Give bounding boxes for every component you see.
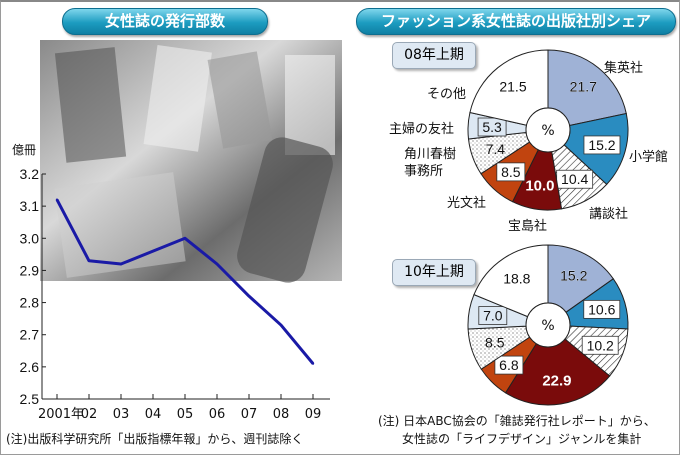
center-percent-label: % (541, 318, 554, 334)
x-tick-label: 04 (145, 407, 162, 422)
legend-other: その他 (427, 87, 467, 102)
line-chart-source-note: (注)出版科学研究所「出版指標年報」から、週刊誌除く (6, 432, 304, 446)
y-tick-label: 2.8 (20, 295, 40, 311)
value-label: 10.4 (561, 171, 588, 187)
pie-chart-08: 21.7 15.2 10.4 10.08.5 7.4 5.3 21.5% (467, 49, 629, 211)
x-tick-label: 2001年 (38, 407, 84, 422)
value-label: 10.0 (525, 177, 554, 194)
y-axis-unit: 億冊 (12, 143, 37, 157)
value-label: 10.2 (587, 337, 614, 353)
data-point (87, 259, 91, 262)
data-point (55, 198, 59, 201)
pie-charts-title: ファッション系女性誌の出版社別シェア (356, 8, 676, 35)
data-point (183, 237, 187, 240)
center-percent-label: % (541, 123, 554, 139)
legend-takarajimasha: 宝島社 (508, 219, 548, 234)
data-point (215, 262, 219, 266)
data-point (151, 249, 155, 253)
value-label: 18.8 (503, 270, 530, 286)
y-tick-label: 2.5 (20, 391, 40, 407)
value-label: 7.0 (483, 308, 503, 324)
value-label: 21.5 (499, 78, 526, 94)
period-badge-10: 10年上期 (392, 259, 476, 286)
legend-shufunotomo: 主婦の友社 (389, 122, 455, 137)
x-tick-label: 08 (273, 407, 290, 422)
value-label: 21.7 (570, 79, 597, 95)
pie-center-hole (525, 107, 571, 153)
y-tick-label: 3.1 (20, 198, 40, 214)
legend-kobunsha: 光文社 (447, 196, 487, 211)
value-label-box (581, 335, 619, 355)
period-badge-08: 08年上期 (392, 42, 476, 69)
pie-center-hole (525, 302, 571, 348)
data-point (311, 362, 315, 365)
x-tick-label: 06 (209, 407, 226, 422)
value-label: 15.2 (560, 267, 587, 283)
x-tick-label: 09 (305, 407, 322, 422)
x-tick-label: 05 (177, 407, 194, 422)
value-label: 15.2 (588, 137, 615, 153)
data-point (247, 294, 251, 298)
x-tick-label: 02 (81, 407, 98, 422)
value-label-box (494, 355, 524, 375)
value-label-box (478, 306, 508, 325)
y-tick-label: 3.2 (20, 166, 40, 182)
pie-chart-10: 15.2 10.6 10.2 22.9 6.8 8.5 7.0 18.8% (467, 244, 629, 406)
value-label: 8.5 (501, 164, 521, 180)
legend-shueisha: 集英社 (604, 61, 644, 76)
value-label-box (583, 135, 621, 155)
value-label: 7.4 (486, 141, 506, 157)
legend-kodansha: 講談社 (589, 207, 629, 222)
line-chart-title: 女性誌の発行部数 (62, 8, 268, 35)
value-label: 10.6 (588, 301, 615, 317)
data-point (279, 323, 283, 327)
y-tick-label: 2.7 (20, 327, 40, 343)
value-label: 6.8 (499, 357, 519, 373)
legend-shogakukan: 小学館 (629, 150, 669, 165)
y-tick-label: 2.9 (20, 262, 40, 278)
value-label-box (583, 299, 621, 319)
value-label: 8.5 (485, 334, 505, 350)
x-tick-label: 03 (113, 407, 130, 422)
y-tick-label: 3.0 (20, 230, 40, 246)
legend-kadokawa-haruki: 角川春樹事務所 (404, 147, 457, 179)
value-label-box (496, 162, 526, 182)
magazine-photo (40, 40, 342, 283)
pie-source-note-line2: 女性誌の「ライフデザイン」ジャンルを集計 (402, 432, 642, 446)
x-tick-label: 07 (241, 407, 258, 422)
pie-source-note-line1: (注) 日本ABC協会の「雑誌発行社レポート」から、 (378, 414, 656, 428)
data-point (119, 262, 123, 266)
value-label: 5.3 (482, 119, 502, 135)
value-label: 22.9 (542, 372, 571, 389)
y-tick-label: 2.6 (20, 359, 40, 375)
